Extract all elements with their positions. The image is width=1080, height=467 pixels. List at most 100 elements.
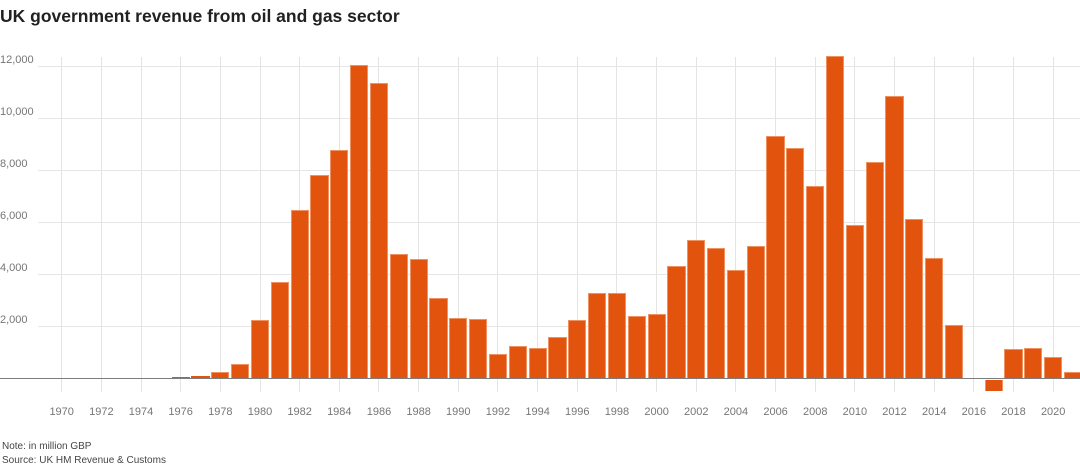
bar-2015: [944, 325, 964, 379]
x-axis-label: 1994: [525, 406, 550, 418]
x-gridline: [933, 57, 935, 392]
x-axis-label: 1982: [287, 406, 312, 418]
x-axis-label: 2000: [644, 406, 669, 418]
bar-2012: [885, 95, 904, 379]
x-axis-label: 2016: [961, 406, 987, 418]
y-gridline: [38, 274, 1080, 276]
bar-2010: [845, 225, 864, 379]
bar-2005: [746, 246, 765, 379]
chart-note: Note: in million GBP: [2, 441, 92, 452]
x-axis-label: 1972: [89, 406, 114, 418]
x-axis-label: 1984: [327, 406, 352, 418]
bar-1987: [389, 254, 408, 379]
bar-1993: [508, 345, 527, 379]
x-axis-label: 2020: [1040, 406, 1066, 418]
y-gridline: [38, 118, 1080, 120]
bar-2009: [825, 55, 845, 379]
x-gridline: [497, 57, 499, 392]
bar-2004: [726, 270, 745, 379]
x-gridline: [576, 57, 578, 392]
bar-2000: [647, 313, 666, 379]
bar-2021: [1063, 372, 1080, 379]
x-axis-label: 1990: [446, 406, 471, 418]
x-axis-label: 1992: [485, 406, 511, 418]
bar-1995: [548, 337, 567, 379]
x-axis-label: 1996: [565, 406, 590, 418]
bar-1988: [409, 259, 428, 379]
x-axis-label: 2018: [1001, 406, 1026, 418]
y-axis-label: 8,000: [0, 157, 28, 170]
x-gridline: [735, 57, 737, 392]
bar-1980: [250, 319, 270, 379]
x-axis-label: 2010: [842, 406, 868, 418]
bar-2019: [1024, 347, 1043, 379]
bar-1992: [488, 354, 508, 379]
x-gridline: [219, 57, 221, 392]
x-axis-label: 2012: [882, 406, 907, 418]
bar-1977: [191, 375, 210, 379]
x-gridline: [140, 57, 142, 392]
x-axis-label: 1974: [128, 406, 154, 418]
x-gridline: [61, 57, 63, 392]
y-gridline: [38, 326, 1080, 328]
bar-1978: [211, 371, 230, 379]
bar-2020: [1044, 357, 1063, 379]
x-axis-label: 2004: [723, 406, 749, 418]
y-gridline: [38, 222, 1080, 224]
x-axis-line: [0, 377, 1080, 380]
bar-1998: [607, 293, 627, 379]
bar-1984: [330, 150, 349, 379]
bar-1997: [588, 292, 607, 379]
x-axis-label: 2002: [684, 406, 709, 418]
x-axis-label: 2008: [802, 406, 828, 418]
y-gridline: [38, 66, 1080, 68]
x-axis-label: 2006: [763, 406, 788, 418]
x-gridline: [537, 57, 539, 392]
bar-1989: [429, 297, 448, 379]
x-gridline: [180, 57, 182, 392]
bar-2006: [766, 136, 785, 379]
bar-1985: [350, 65, 369, 379]
x-gridline: [616, 57, 618, 392]
bar-2008: [806, 186, 825, 379]
x-axis-label: 1978: [208, 406, 233, 418]
bar-1986: [369, 83, 389, 379]
bar-2014: [925, 257, 944, 379]
bar-1991: [469, 319, 488, 379]
bar-1990: [449, 318, 468, 379]
x-gridline: [100, 57, 102, 392]
x-gridline: [656, 57, 658, 392]
chart-source: Source: UK HM Revenue & Customs: [2, 454, 166, 466]
bar-1983: [310, 175, 329, 379]
y-axis-label: 4,000: [0, 261, 28, 274]
x-gridline: [259, 57, 261, 392]
x-gridline: [418, 57, 420, 392]
bar-2018: [1004, 348, 1023, 379]
chart-footnotes: Note: in million GBP Source: UK HM Reven…: [2, 440, 166, 467]
bar-2011: [865, 162, 884, 379]
x-axis-label: 1988: [406, 406, 431, 418]
x-axis-label: 1970: [49, 406, 74, 418]
x-gridline: [695, 57, 697, 392]
x-gridline: [973, 57, 975, 392]
x-gridline: [1013, 57, 1015, 392]
bar-1994: [528, 348, 547, 379]
x-gridline: [457, 57, 459, 392]
x-axis-label: 1986: [366, 406, 392, 418]
y-axis-label: 10,000: [0, 105, 34, 118]
bar-2007: [786, 148, 805, 379]
bar-1979: [231, 363, 250, 379]
bar-2017: [984, 379, 1003, 392]
bar-2003: [706, 248, 726, 379]
bar-1982: [290, 209, 309, 379]
chart-title: UK government revenue from oil and gas s…: [0, 6, 400, 26]
x-gridline: [854, 57, 856, 392]
y-axis-label: 6,000: [0, 209, 28, 222]
x-axis-label: 1976: [168, 406, 193, 418]
y-axis-label: 12,000: [0, 53, 34, 66]
bar-1996: [568, 320, 587, 379]
bar-2002: [687, 239, 706, 379]
bar-1981: [270, 282, 289, 379]
x-axis-label: 2014: [921, 406, 947, 418]
